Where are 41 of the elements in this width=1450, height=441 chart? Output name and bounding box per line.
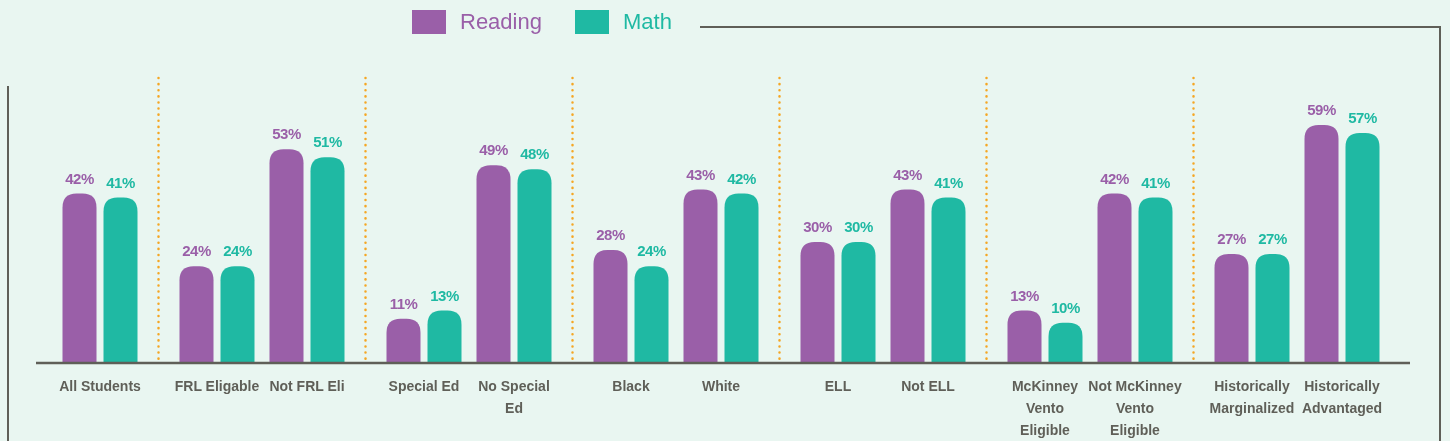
data-label: 42% [727,169,756,187]
data-label: 41% [106,173,135,191]
x-tick-label: All Students [59,378,142,394]
data-label: 24% [637,242,666,260]
x-tick-label: Historically Advantaged [1301,378,1383,416]
data-label: 41% [934,173,963,191]
x-tick-label: Not FRL Eli [269,378,345,394]
x-tick-label: FRL Eligable [174,378,260,394]
data-label: 24% [223,242,252,260]
data-label: 10% [1051,298,1080,316]
x-tick-label: Historically Marginalized [1209,378,1295,416]
x-tick-label: No Special Ed [478,378,550,416]
legend-label: Math [623,9,672,34]
data-label: 13% [430,286,459,304]
data-label: 53% [272,125,301,143]
x-tick-label: Black [612,378,650,394]
x-tick-label: Special Ed [388,378,460,394]
data-label: 42% [65,169,94,187]
data-label: 49% [479,141,508,159]
data-label: 30% [803,217,832,235]
x-tick-label: Not McKinney Vento Eligible [1088,378,1182,438]
x-tick-label: White [701,378,741,394]
data-label: 43% [893,165,922,183]
x-tick-label: McKinney Vento Eligible [1011,378,1079,438]
data-label: 24% [182,242,211,260]
x-tick-label: Not ELL [901,378,956,394]
legend-label: Reading [460,9,542,34]
data-label: 11% [389,294,418,312]
data-label: 43% [686,165,715,183]
data-label: 41% [1141,173,1170,191]
data-label: 28% [596,226,625,244]
data-label: 51% [313,133,342,151]
data-label: 13% [1010,286,1039,304]
x-tick-label: ELL [824,378,852,394]
data-label: 59% [1307,101,1336,118]
data-label: 42% [1100,169,1129,187]
data-label: 27% [1217,230,1246,248]
data-label: 57% [1348,109,1377,127]
data-label: 27% [1258,230,1287,248]
data-label: 30% [844,217,873,235]
data-label: 48% [520,145,549,163]
